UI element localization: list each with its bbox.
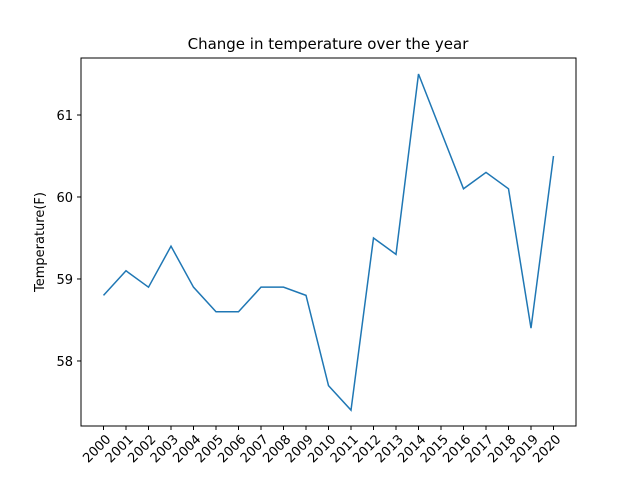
chart-title: Change in temperature over the year [188,35,470,53]
y-axis-label: Temperature(F) [33,192,48,293]
y-tick-label: 58 [56,355,73,370]
y-tick-label: 60 [56,191,73,206]
y-tick-label: 61 [56,109,73,124]
line [102,73,555,412]
y-tick-label: 59 [56,273,73,288]
